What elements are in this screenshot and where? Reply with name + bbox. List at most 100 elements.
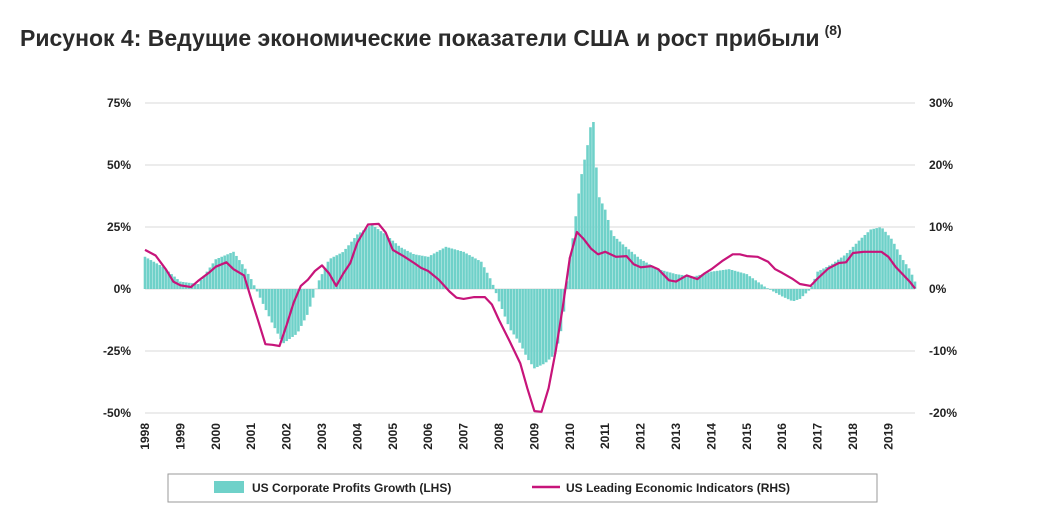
- profit-bar: [300, 289, 303, 326]
- profit-bar: [161, 266, 165, 289]
- profit-bar: [164, 269, 167, 289]
- x-tick-label: 2004: [350, 423, 364, 450]
- profit-bar: [739, 272, 743, 289]
- profit-bar: [659, 269, 663, 289]
- profit-bar: [724, 269, 728, 289]
- profit-bar: [149, 260, 153, 289]
- profit-bar: [146, 258, 150, 289]
- legend: US Corporate Profits Growth (LHS) US Lea…: [167, 473, 878, 503]
- profit-bar: [524, 289, 527, 355]
- profit-bar: [485, 272, 489, 289]
- profit-bar: [825, 266, 828, 289]
- profit-bar: [689, 276, 693, 289]
- x-tick-label: 2014: [704, 423, 718, 450]
- profit-bar: [223, 255, 226, 289]
- profit-bar: [350, 241, 353, 289]
- profit-bar: [742, 273, 746, 289]
- profit-bar: [621, 244, 625, 289]
- profit-bar: [866, 232, 870, 289]
- profit-bar: [550, 289, 554, 357]
- profit-bar: [595, 167, 598, 289]
- profit-bar: [801, 289, 805, 297]
- profit-bar: [270, 289, 274, 323]
- x-tick-label: 2013: [669, 423, 683, 450]
- profit-bar: [692, 276, 696, 289]
- profit-bar: [518, 289, 521, 343]
- profit-bar: [527, 289, 530, 361]
- profit-bar: [320, 274, 324, 289]
- lei-line: [144, 222, 916, 413]
- profit-bar: [760, 284, 763, 289]
- profit-bar: [143, 256, 147, 289]
- profit-bar: [721, 269, 725, 289]
- profit-bar: [468, 255, 471, 289]
- profit-bar: [317, 280, 321, 289]
- profit-bar: [211, 263, 215, 289]
- profit-bar: [423, 256, 427, 289]
- profit-bar: [465, 253, 468, 289]
- profit-bar: [367, 226, 371, 289]
- profit-bar: [370, 224, 374, 289]
- profit-bar: [872, 228, 875, 289]
- profit-bar: [733, 270, 737, 289]
- profit-bar: [795, 289, 799, 300]
- x-tick-label: 2005: [386, 423, 400, 450]
- profit-bar: [432, 253, 436, 289]
- profit-bar: [710, 271, 713, 289]
- profit-bar: [695, 275, 698, 289]
- profit-bar: [662, 270, 666, 289]
- profit-bar: [441, 248, 445, 289]
- profit-bar: [556, 289, 560, 344]
- profit-bar: [382, 233, 386, 289]
- profit-bar: [783, 289, 787, 298]
- profit-bar: [547, 289, 551, 360]
- profit-bar: [438, 250, 442, 289]
- profit-bar: [332, 256, 336, 289]
- profit-bar: [412, 253, 415, 289]
- profit-bar: [745, 274, 749, 289]
- profit-bar: [748, 276, 752, 289]
- profit-bar: [707, 272, 710, 289]
- profit-bar: [397, 245, 401, 289]
- right-tick-label: -20%: [929, 406, 957, 420]
- profit-bar: [453, 249, 457, 289]
- right-tick-label: -10%: [929, 344, 957, 358]
- profit-bar: [683, 275, 687, 289]
- profit-bar: [533, 289, 536, 369]
- chart-title: Рисунок 4: Ведущие экономические показат…: [20, 25, 820, 51]
- legend-swatch-profits: [214, 481, 244, 493]
- profit-bar: [553, 289, 557, 355]
- profit-bar: [730, 269, 734, 289]
- profit-bar: [305, 289, 309, 315]
- profit-bar: [409, 252, 412, 289]
- x-tick-label: 2015: [740, 423, 754, 450]
- right-axis-ticks: 30% 20% 10% 0% -10% -20%: [929, 96, 957, 420]
- profit-bar: [828, 265, 831, 289]
- profit-bar: [589, 127, 592, 289]
- x-tick-label: 2008: [492, 423, 506, 450]
- profit-bar: [477, 260, 480, 289]
- x-tick-label: 1999: [173, 423, 187, 450]
- left-tick-label: 75%: [107, 96, 131, 110]
- profit-bar: [217, 258, 221, 289]
- profit-bar: [261, 289, 265, 304]
- profit-bar: [890, 238, 893, 289]
- profit-bar: [583, 159, 586, 289]
- profit-bar: [539, 289, 542, 366]
- profit-bar: [294, 289, 297, 335]
- profit-bar: [639, 259, 642, 289]
- profit-bar: [571, 238, 575, 289]
- profit-bar: [887, 235, 890, 289]
- profit-bar: [323, 267, 327, 289]
- x-tick-label: 2002: [280, 423, 294, 450]
- x-tick-label: 2009: [527, 423, 541, 450]
- profit-bar: [636, 256, 639, 289]
- profit-bar: [913, 281, 917, 289]
- profit-bar: [359, 232, 362, 289]
- profit-bar: [205, 271, 209, 289]
- profit-bar: [665, 271, 669, 289]
- profit-bar: [435, 251, 439, 289]
- profit-bar: [364, 228, 368, 289]
- profit-bar: [241, 264, 244, 289]
- profit-bar: [530, 289, 533, 365]
